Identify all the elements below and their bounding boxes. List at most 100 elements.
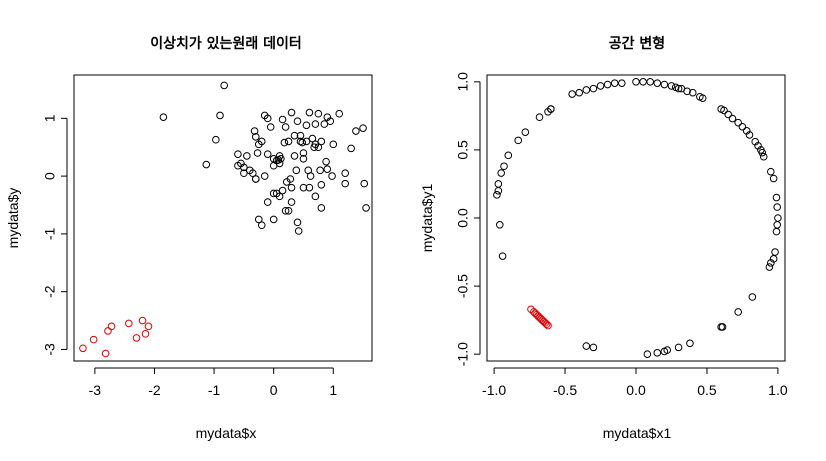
data-point [263,198,272,206]
outlier-point [141,330,150,338]
data-point [495,221,504,229]
data-point [314,143,323,152]
data-point [249,169,257,178]
data-point [504,151,513,160]
data-point [251,133,260,141]
data-point [299,183,308,192]
data-points [493,78,782,358]
y-tick-label: 0 [42,172,58,180]
data-point [302,137,311,146]
data-point [765,263,774,271]
data-point [497,169,505,177]
data-point [287,198,296,206]
data-point [216,111,224,120]
outlier-point [89,335,98,344]
data-point [769,174,778,183]
data-point [494,180,503,188]
outlier-point [542,320,551,329]
x-tick-label: 0.0 [626,382,646,398]
data-point [240,169,248,178]
data-point [269,161,278,170]
x-tick-label: -3 [89,382,102,398]
outlier-point [104,327,112,335]
data-point [298,138,307,147]
data-point [660,80,669,89]
outlier-point [132,334,141,342]
x-tick-label: 0 [270,382,278,398]
data-point [308,134,317,143]
outlier-point [144,322,153,331]
data-point [234,161,242,170]
data-point [269,189,278,198]
outlier-point [101,349,110,358]
data-point [347,144,355,153]
y-tick-label: 0.5 [455,140,471,160]
data-point [582,86,591,94]
data-point [547,105,555,113]
data-point [306,172,315,180]
data-point [323,165,332,173]
data-point [287,183,296,192]
data-point [674,84,683,93]
data-point [293,218,302,227]
data-point [734,118,742,127]
data-point [281,206,290,215]
data-point [316,166,324,175]
data-point [296,137,305,146]
plot-frame [73,74,373,362]
data-point [359,124,367,132]
data-point [759,152,768,161]
data-point [772,193,781,202]
data-point [582,342,591,350]
data-point [758,148,767,157]
data-point [767,167,775,176]
chart-title: 공간 변형 [609,35,665,52]
data-point [257,221,266,230]
data-point [653,79,662,87]
data-point [269,215,278,224]
chart-title: 이상치가 있는원래 데이터 [150,35,301,52]
outlier-point [138,316,147,325]
data-point [493,191,501,199]
data-point [263,150,272,158]
data-point [278,186,287,195]
data-point [773,221,781,229]
data-point [302,121,311,130]
data-point [253,149,262,157]
data-point [683,87,691,96]
y-tick-label: -3 [42,343,58,356]
data-point [299,149,308,157]
data-point [660,347,669,356]
data-point [596,82,605,90]
data-point [728,114,737,123]
data-point [667,82,676,90]
data-point [317,180,326,189]
scatter-panel-transformed: 공간 변형 -1.0 -0.5 0.0 0.5 1.0 -1.0 -0.5 0.0 0.5 1.… [419,35,788,441]
data-point [278,115,287,124]
x-axis: -1.0 -0.5 0.0 0.5 1.0 [482,367,788,398]
data-point [329,140,338,149]
y-axis-label: mydata$y [5,188,21,249]
data-point [698,94,707,102]
data-points [79,81,370,358]
scatter-panel-original: 이상치가 있는원래 데이터 -3 -2 -1 0 1 -3 -2 -1 0 1 mydata$x… [5,35,373,441]
data-point [320,120,329,128]
data-point [643,350,652,358]
data-point [632,78,640,86]
x-tick-label: -2 [148,382,161,398]
data-point [603,80,612,89]
data-point [257,137,266,146]
data-point [317,204,326,212]
data-point [326,117,335,126]
data-point [521,128,530,136]
data-point [293,117,302,126]
data-point [589,84,598,93]
x-axis-label: mydata$x1 [603,425,672,441]
y-tick-label: -2 [42,285,58,298]
data-point [292,166,301,175]
data-point [290,152,299,160]
data-point [263,114,272,123]
x-tick-label: 1.0 [768,382,788,398]
data-point [290,131,299,140]
